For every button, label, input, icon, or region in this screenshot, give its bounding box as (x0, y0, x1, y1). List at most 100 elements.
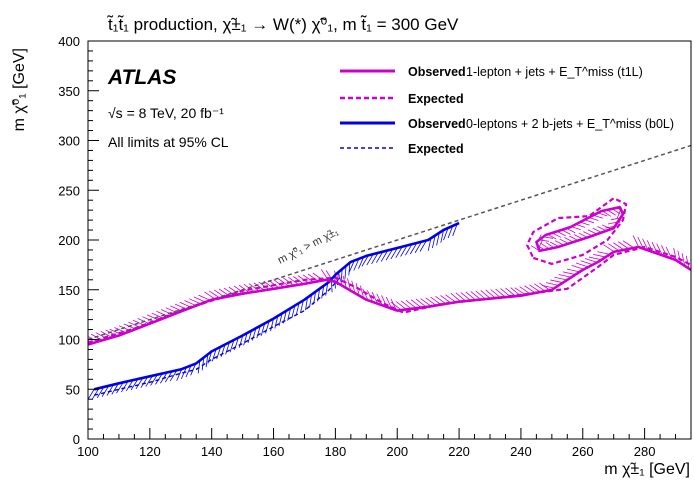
hatch-b0l (201, 357, 205, 371)
y-tick-label: 400 (58, 34, 80, 49)
hatch-t1l (470, 291, 481, 300)
hatch-t1l (198, 294, 211, 301)
hatch-b0l (447, 225, 454, 239)
hatch-t1l (263, 280, 275, 289)
hatch-b0l (390, 247, 398, 260)
hatch-t1l (593, 253, 606, 258)
hatch-t1l (302, 274, 314, 283)
hatch-t1l (228, 286, 240, 295)
hatch-t1l (529, 284, 541, 293)
hatch-t1l (632, 235, 640, 248)
hatch-b0l (419, 240, 427, 252)
hatch-t1l (233, 285, 245, 294)
hatch-t1l (545, 282, 559, 286)
atlas-label: ATLAS (107, 66, 176, 89)
legend-bold-2: Expected (408, 92, 464, 106)
hatch-t1l (656, 243, 663, 256)
hatch-b0l (135, 377, 144, 389)
y-tick-label: 100 (58, 333, 80, 348)
hatch-t1l (562, 271, 576, 275)
hatch-t1l (588, 256, 602, 261)
hatch-t1l (673, 247, 677, 261)
x-tick-label: 220 (448, 444, 470, 459)
hatch-t1l (390, 301, 402, 311)
hatch-t1l (597, 251, 611, 255)
hatch-b0l (150, 374, 158, 386)
hatch-t1l (475, 290, 486, 300)
y-tick-label: 350 (58, 84, 80, 99)
hatch-t1l (613, 242, 625, 251)
hatch-b0l (376, 251, 384, 263)
series-t1L-obs (88, 245, 691, 346)
hatch-t1l (288, 276, 299, 286)
hatch-t1l (114, 327, 127, 334)
hatch-b0l (260, 323, 266, 336)
x-tick-label: 280 (634, 444, 656, 459)
x-tick-label: 240 (510, 444, 532, 459)
hatch-b0l (400, 245, 408, 257)
hatch-b0l (395, 246, 403, 258)
hatch-b0l (385, 248, 393, 261)
hatch-t1l (440, 295, 452, 304)
hatch-b0l (256, 325, 261, 339)
y-axis-label: m χ̃⁰₁ [GeV] (11, 48, 28, 131)
hatch-t1l (151, 312, 164, 319)
hatch-b0l (164, 371, 173, 383)
x-axis-label: m χ̃±₁ [GeV] (604, 461, 690, 478)
hatch-t1l (566, 268, 580, 273)
hatch-t1l (524, 285, 536, 294)
hatch-b0l (295, 302, 300, 316)
hatch-b0l (121, 380, 129, 393)
hatch-t1l (253, 282, 265, 291)
hatch-t1l (575, 262, 589, 268)
hatch-b0l (190, 363, 197, 376)
hatch-t1l (338, 273, 343, 286)
hatch-b0l (91, 387, 100, 400)
hatch-t1l (603, 244, 615, 253)
hatch-b0l (321, 285, 325, 299)
hatch-b0l (325, 282, 329, 296)
hatch-b0l (205, 354, 209, 368)
hatch-b0l (176, 368, 183, 381)
hatch-t1l (248, 283, 260, 292)
hatch-t1l (541, 284, 555, 289)
hatch-t1l (184, 300, 197, 307)
hatch-b0l (344, 265, 347, 279)
hatch-t1l (681, 253, 686, 266)
hatch-b0l (443, 227, 449, 241)
hatch-t1l (425, 297, 437, 306)
legend-text-1: 1-lepton + jets + E_T^miss (t1L) (466, 65, 643, 79)
hatch-t1l (622, 240, 635, 249)
hatch-t1l (160, 309, 174, 316)
x-tick-label: 260 (572, 444, 594, 459)
hatch-b0l (225, 342, 230, 355)
hatch-t1l (209, 290, 221, 299)
x-tick-label: 160 (263, 444, 285, 459)
series-t1L-obs-island (535, 205, 625, 253)
hatch-b0l (440, 229, 444, 243)
hatch-b0l (96, 386, 105, 399)
series-b0L-exp (94, 275, 343, 396)
hatch-b0l (88, 389, 95, 401)
y-tick-label: 250 (58, 183, 80, 198)
hatch-t1l (362, 288, 369, 301)
hatch-t1l (445, 294, 457, 303)
hatch-b0l (358, 256, 365, 269)
hatch-t1l (465, 291, 476, 301)
hatch-b0l (211, 349, 217, 362)
x-tick-label: 100 (77, 444, 99, 459)
hatch-t1l (435, 295, 447, 305)
hatch-b0l (436, 232, 440, 246)
hatch-t1l (584, 258, 598, 263)
hatch-b0l (380, 250, 389, 262)
hatch-t1l (490, 289, 501, 298)
hatch-b0l (348, 262, 351, 276)
hatch-b0l (371, 252, 379, 265)
hatch-b0l (452, 223, 458, 237)
x-tick-label: 140 (201, 444, 223, 459)
x-tick-label: 200 (386, 444, 408, 459)
hatch-b0l (106, 384, 114, 396)
chart-title: t̃₁t̃₁ production, χ̃±₁ → W(*) χ̃⁰₁, m t… (106, 15, 459, 34)
hatch-b0l (309, 294, 312, 308)
hatch-t1l (307, 273, 319, 282)
